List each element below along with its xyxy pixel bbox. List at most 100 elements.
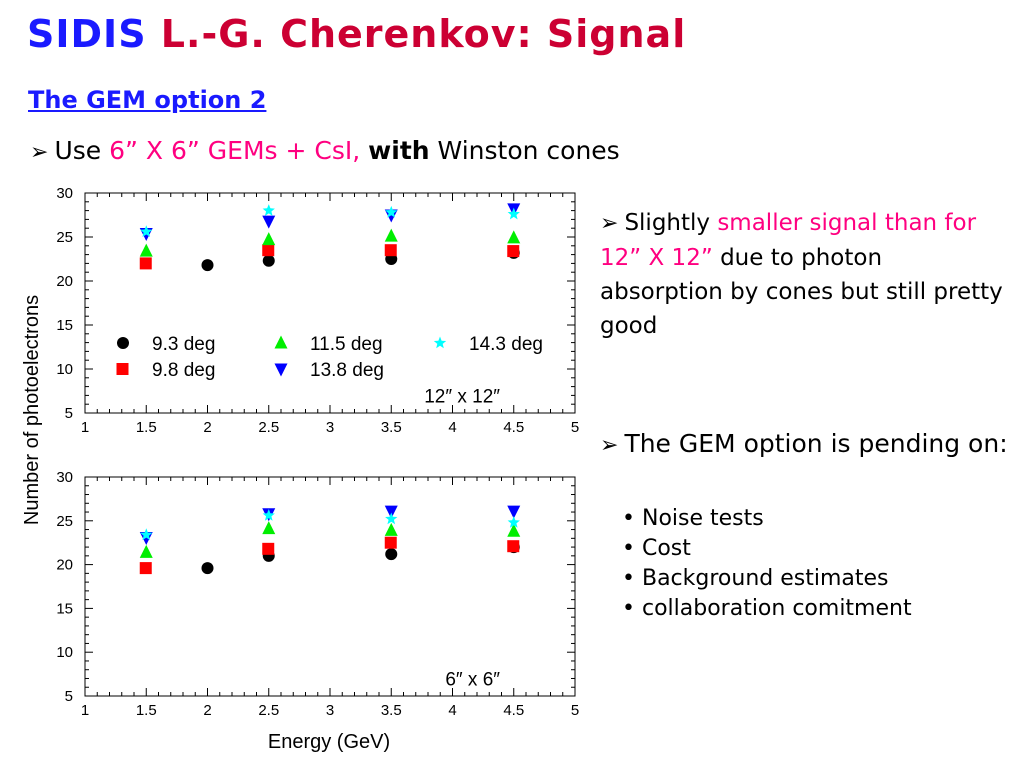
- x-tick-label: 3.5: [381, 702, 402, 719]
- data-point: [507, 245, 520, 258]
- data-point: [507, 207, 520, 220]
- data-point: [201, 562, 214, 575]
- line-prefix: Use: [54, 136, 102, 165]
- data-point: [385, 512, 398, 525]
- legend-label: 9.3 deg: [152, 334, 215, 355]
- x-tick-label: 3: [326, 419, 334, 436]
- chart-panel-6x6: 1 1.5 2 2.5 3 3.5 4 4.5 5 5 10 15 20 25 30 6″ x 6″: [56, 469, 579, 719]
- data-point: [140, 528, 153, 541]
- note-pending: ➢ The GEM option is pending on:: [600, 426, 1020, 464]
- y-tick-label: 30: [56, 469, 73, 486]
- plot-annotation: 6″ x 6″: [445, 669, 500, 690]
- data-point: [139, 562, 152, 575]
- slide-title: SIDIS L.-G. Cherenkov: Signal: [27, 12, 686, 56]
- data-point: [384, 228, 398, 242]
- data-point: [139, 544, 153, 558]
- x-axis-label: Energy (GeV): [268, 731, 390, 753]
- y-tick-label: 20: [56, 273, 73, 290]
- y-tick-label: 15: [56, 600, 73, 617]
- x-tick-label: 2.5: [258, 702, 279, 719]
- x-tick-label: 4.5: [503, 702, 524, 719]
- x-tick-label: 5: [571, 419, 579, 436]
- data-point: [262, 244, 275, 257]
- data-point: [139, 257, 152, 270]
- x-tick-label: 1: [81, 702, 89, 719]
- chart-panel-12x12: 1 1.5 2 2.5 3 3.5 4 4.5 5 5 10 15 20 25 30 12″ x 12″: [56, 185, 579, 436]
- legend-label: 11.5 deg: [310, 334, 383, 355]
- data-point: [262, 215, 276, 229]
- line-gem-size: 6” X 6” GEMs + CsI,: [109, 136, 361, 165]
- note-signal: ➢ Slightly smaller signal than for 12” X …: [600, 206, 1010, 343]
- x-tick-label: 1.5: [136, 702, 157, 719]
- y-tick-label: 10: [56, 644, 73, 661]
- y-tick-label: 5: [65, 405, 73, 422]
- note1-a: Slightly: [624, 210, 711, 236]
- pending-list: Noise tests Cost Background estimates co…: [622, 504, 912, 624]
- data-point: [139, 243, 153, 257]
- data-point: [384, 209, 398, 223]
- legend-marker: [274, 335, 288, 349]
- line-with: with: [368, 136, 430, 165]
- note2-text: The GEM option is pending on:: [624, 429, 1008, 458]
- data-point: [262, 232, 276, 246]
- x-tick-label: 4.5: [503, 419, 524, 436]
- line-rest: Winston cones: [437, 136, 620, 165]
- data-point: [507, 516, 520, 528]
- y-tick-label: 5: [65, 688, 73, 705]
- data-point: [262, 204, 275, 216]
- arrow-bullet-icon: ➢: [30, 140, 49, 165]
- data-point: [384, 522, 398, 536]
- x-tick-label: 2: [203, 702, 211, 719]
- note1-b: due to photon absorption by cones but st…: [600, 245, 1003, 339]
- list-item: Noise tests: [622, 504, 912, 534]
- legend-marker: [433, 336, 447, 349]
- x-tick-label: 4: [448, 702, 456, 719]
- list-item: Cost: [622, 534, 912, 564]
- y-tick-label: 10: [56, 361, 73, 378]
- arrow-bullet-icon: ➢: [600, 433, 619, 458]
- data-point: [140, 225, 153, 237]
- slide-subtitle: The GEM option 2: [28, 86, 267, 114]
- data-point: [507, 523, 521, 537]
- data-point: [262, 254, 275, 267]
- data-point: [262, 542, 275, 555]
- plot-frame: [84, 476, 576, 697]
- x-tick-label: 5: [571, 702, 579, 719]
- x-tick-label: 1: [81, 419, 89, 436]
- y-tick-label: 25: [56, 513, 73, 530]
- note1-pink: smaller signal than for 12” X 12”: [600, 210, 977, 271]
- data-point: [262, 521, 276, 535]
- data-point: [507, 230, 521, 244]
- data-point: [384, 505, 398, 519]
- list-item: Background estimates: [622, 564, 912, 594]
- x-tick-label: 4: [448, 419, 456, 436]
- y-axis-label: Number of photoelectrons: [21, 295, 43, 525]
- data-point: [262, 509, 275, 521]
- title-part-a: SIDIS: [27, 12, 147, 56]
- data-point: [385, 548, 398, 561]
- data-point: [507, 540, 520, 553]
- title-part-b: L.-G. Cherenkov: Signal: [160, 12, 687, 56]
- legend-label: 13.8 deg: [310, 360, 384, 381]
- x-tick-label: 2: [203, 419, 211, 436]
- data-point: [384, 244, 397, 257]
- legend-marker: [116, 363, 129, 375]
- data-point: [201, 259, 214, 272]
- data-point: [507, 505, 521, 519]
- config-line: ➢ Use 6” X 6” GEMs + CsI, with Winston co…: [30, 136, 620, 165]
- legend-marker: [274, 363, 288, 377]
- x-tick-label: 1.5: [136, 419, 157, 436]
- y-tick-label: 20: [56, 557, 73, 574]
- list-item: collaboration comitment: [622, 594, 912, 624]
- legend-label: 9.8 deg: [152, 360, 215, 381]
- y-tick-label: 15: [56, 317, 73, 334]
- y-tick-label: 30: [56, 185, 73, 202]
- data-point: [384, 536, 397, 549]
- plot-annotation: 12″ x 12″: [424, 386, 500, 407]
- y-tick-label: 25: [56, 229, 73, 246]
- arrow-bullet-icon: ➢: [600, 211, 619, 236]
- data-point: [385, 205, 398, 218]
- x-tick-label: 3: [326, 702, 334, 719]
- legend-label: 14.3 deg: [469, 334, 543, 355]
